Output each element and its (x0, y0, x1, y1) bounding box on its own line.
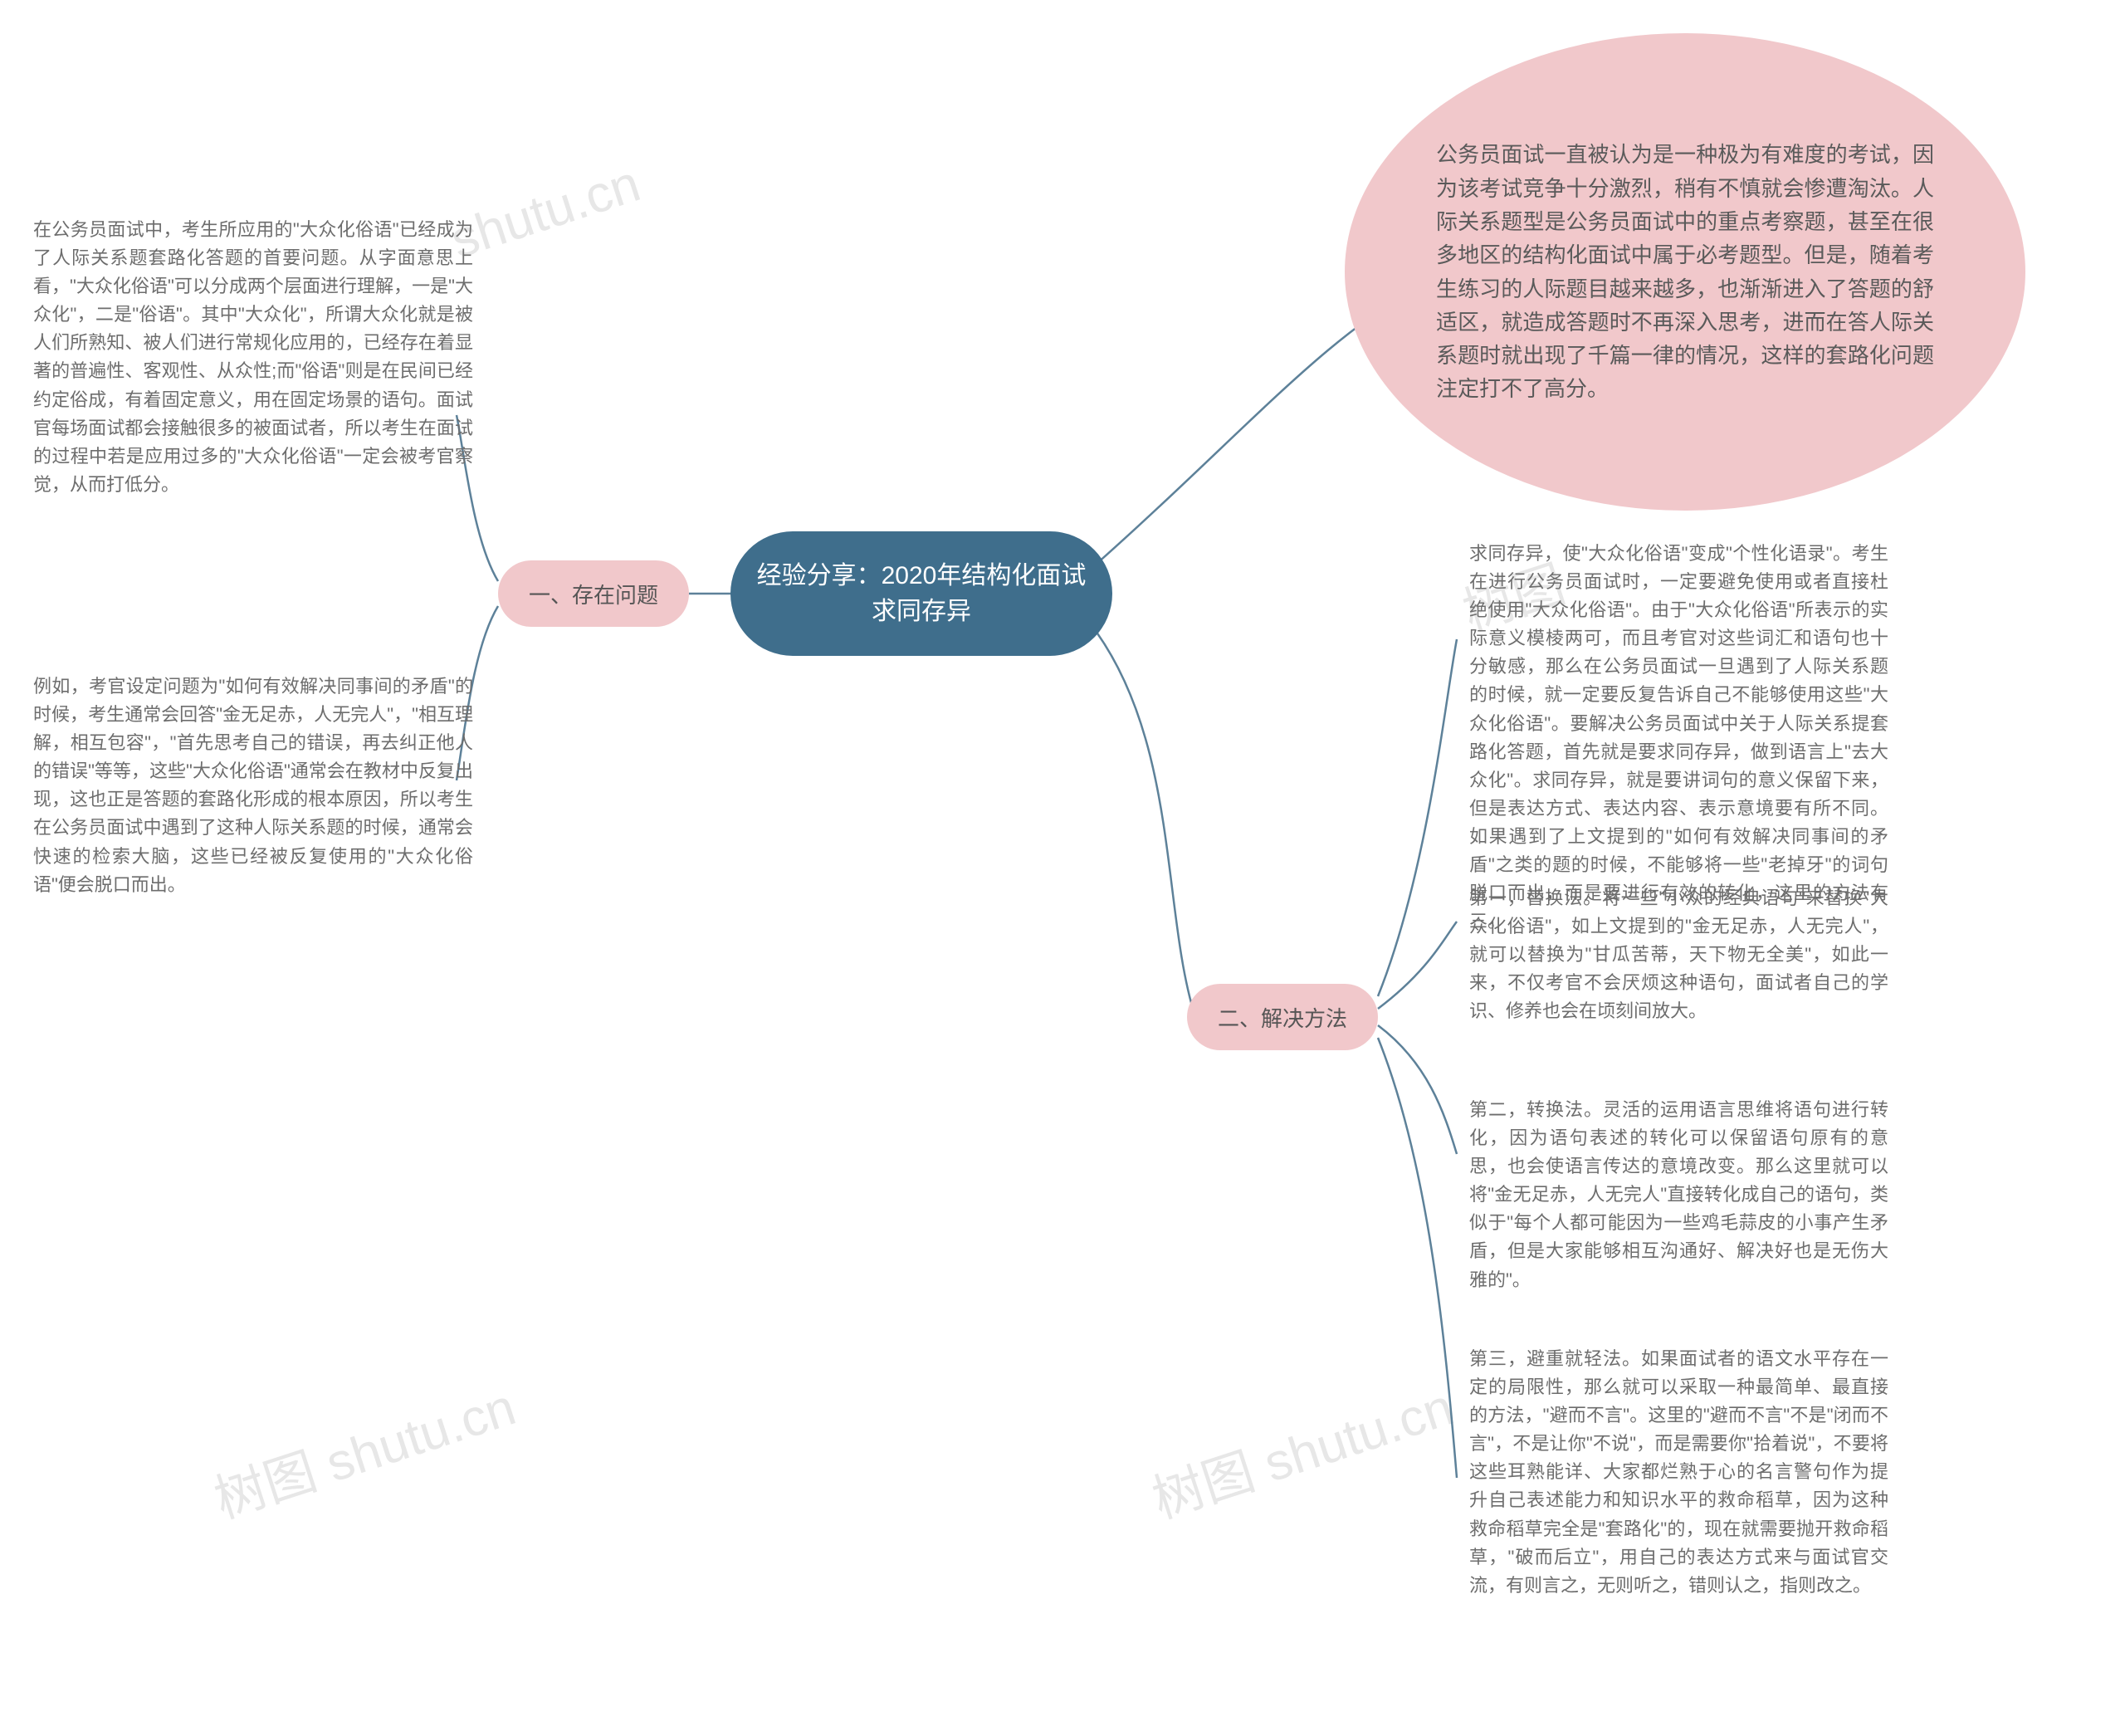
watermark: shutu.cn (444, 154, 647, 271)
watermark: 树图 shutu.cn (203, 1365, 523, 1533)
leaf-solution-3[interactable]: 第二，转换法。灵活的运用语言思维将语句进行转化，因为语句表述的转化可以保留语句原… (1469, 1096, 1888, 1294)
intro-bubble[interactable]: 公务员面试一直被认为是一种极为有难度的考试，因为该考试竞争十分激烈，稍有不慎就会… (1345, 33, 2025, 511)
leaf-solution-4[interactable]: 第三，避重就轻法。如果面试者的语文水平存在一定的局限性，那么就可以采取一种最简单… (1469, 1345, 1888, 1600)
leaf-problem-2[interactable]: 例如，考官设定问题为"如何有效解决同事间的矛盾"的时候，考生通常会回答"金无足赤… (33, 672, 473, 899)
mindmap-canvas: 树图 shutu.cn shutu.cn 树图 树图 shutu.cn 经验分享… (0, 0, 2125, 1736)
branch-problem[interactable]: 一、存在问题 (498, 560, 689, 627)
branch-solution[interactable]: 二、解决方法 (1187, 984, 1378, 1050)
leaf-problem-1[interactable]: 在公务员面试中，考生所应用的"大众化俗语"已经成为了人际关系题套路化答题的首要问… (33, 216, 473, 499)
central-topic[interactable]: 经验分享：2020年结构化面试求同存异 (730, 531, 1112, 656)
watermark: 树图 shutu.cn (1141, 1365, 1461, 1533)
leaf-solution-2[interactable]: 第一，替换法。将一些"小众的经典语句"来替换"大众化俗语"，如上文提到的"金无足… (1469, 884, 1888, 1025)
leaf-solution-1[interactable]: 求同存异，使"大众化俗语"变成"个性化语录"。考生在进行公务员面试时，一定要避免… (1469, 540, 1888, 936)
